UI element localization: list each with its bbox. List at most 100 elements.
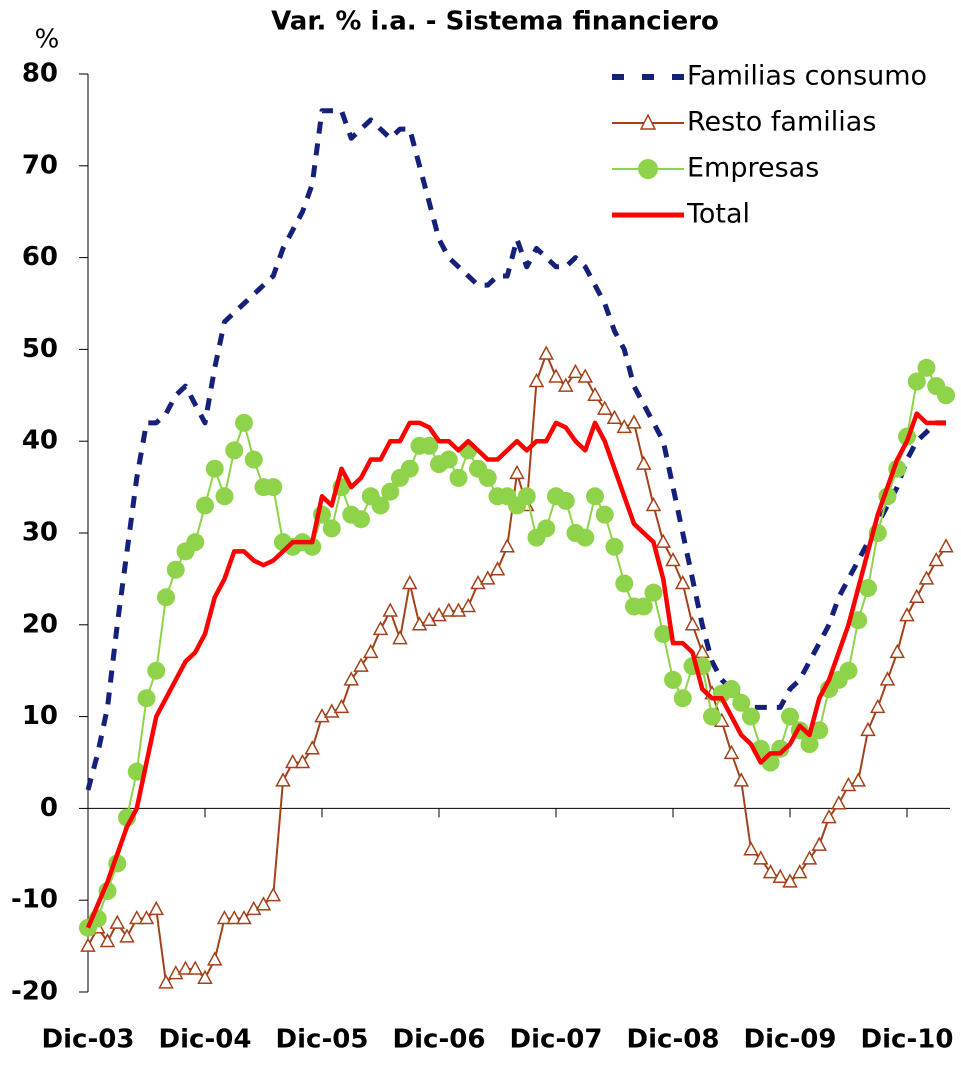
point-marker bbox=[781, 707, 799, 726]
x-tick-label: Dic-06 bbox=[393, 1025, 486, 1055]
point-marker bbox=[517, 487, 536, 506]
point-marker bbox=[938, 538, 954, 553]
point-marker bbox=[752, 850, 769, 865]
chart-title: Var. % i.a. - Sistema financiero bbox=[271, 7, 719, 37]
point-marker bbox=[782, 873, 798, 888]
y-tick-label: 60 bbox=[22, 242, 58, 272]
point-marker bbox=[499, 538, 516, 553]
y-tick-label: -20 bbox=[11, 977, 58, 1007]
point-marker bbox=[401, 574, 418, 590]
point-marker bbox=[634, 597, 653, 616]
legend-label: Empresas bbox=[687, 153, 819, 184]
point-marker bbox=[127, 762, 146, 781]
x-tick-label: Dic-10 bbox=[861, 1025, 954, 1055]
point-marker bbox=[595, 505, 614, 524]
point-marker bbox=[645, 496, 662, 512]
point-marker bbox=[762, 864, 779, 879]
y-tick-label: 20 bbox=[22, 609, 58, 639]
point-marker bbox=[362, 643, 379, 659]
point-marker bbox=[420, 436, 439, 455]
y-tick-label: 40 bbox=[22, 426, 58, 456]
point-marker bbox=[371, 496, 390, 515]
point-marker bbox=[275, 772, 291, 787]
point-marker bbox=[449, 468, 468, 487]
y-tick-label: 70 bbox=[22, 150, 58, 180]
point-marker bbox=[255, 896, 272, 911]
point-marker bbox=[626, 414, 642, 429]
point-marker bbox=[244, 450, 263, 469]
point-marker bbox=[157, 588, 175, 607]
point-marker bbox=[654, 624, 673, 643]
point-marker bbox=[216, 909, 233, 925]
point-marker bbox=[158, 974, 174, 989]
point-marker bbox=[606, 409, 623, 424]
point-marker bbox=[235, 413, 253, 432]
point-marker bbox=[489, 561, 506, 576]
point-marker bbox=[772, 868, 789, 883]
point-marker bbox=[294, 753, 311, 769]
y-tick-label: 0 bbox=[40, 793, 58, 823]
point-marker bbox=[860, 721, 876, 737]
point-marker bbox=[869, 698, 886, 714]
point-marker bbox=[343, 671, 360, 686]
point-marker bbox=[440, 602, 457, 617]
legend-label: Total bbox=[686, 199, 750, 230]
point-marker bbox=[615, 574, 634, 593]
point-marker bbox=[587, 386, 603, 402]
point-marker bbox=[215, 487, 234, 506]
x-tick-label: Dic-04 bbox=[159, 1025, 252, 1055]
point-marker bbox=[664, 670, 682, 689]
point-marker bbox=[372, 620, 389, 636]
point-marker bbox=[538, 345, 555, 360]
point-marker bbox=[557, 377, 574, 392]
y-tick-label: 80 bbox=[22, 59, 58, 89]
point-marker bbox=[479, 570, 496, 585]
point-marker bbox=[137, 689, 156, 708]
point-marker bbox=[665, 551, 681, 567]
point-marker bbox=[928, 551, 945, 567]
point-marker bbox=[528, 372, 545, 388]
point-marker bbox=[576, 528, 595, 547]
series-line bbox=[85, 411, 946, 929]
series-line bbox=[85, 108, 946, 791]
point-marker bbox=[644, 583, 663, 602]
point-marker bbox=[392, 629, 408, 645]
legend-label: Familias consumo bbox=[687, 61, 927, 92]
x-tick-label: Dic-03 bbox=[42, 1025, 135, 1055]
point-marker bbox=[556, 491, 575, 510]
point-marker bbox=[205, 459, 224, 478]
point-marker bbox=[166, 560, 185, 579]
y-tick-label: 10 bbox=[22, 701, 58, 731]
y-tick-label: 50 bbox=[22, 334, 58, 364]
point-marker bbox=[460, 597, 477, 613]
point-marker bbox=[352, 510, 370, 529]
point-marker bbox=[80, 937, 96, 952]
point-marker bbox=[723, 744, 740, 760]
point-marker bbox=[148, 900, 165, 916]
point-marker bbox=[333, 698, 350, 714]
point-marker bbox=[400, 459, 419, 478]
point-marker bbox=[206, 951, 223, 966]
point-marker bbox=[733, 772, 750, 787]
point-marker bbox=[849, 611, 868, 630]
point-marker bbox=[381, 482, 400, 501]
point-marker bbox=[801, 850, 818, 865]
point-marker bbox=[304, 740, 321, 755]
point-marker bbox=[917, 358, 936, 377]
y-tick-label: -10 bbox=[11, 885, 58, 915]
point-marker bbox=[147, 661, 166, 680]
x-tick-label: Dic-07 bbox=[510, 1025, 603, 1055]
point-marker bbox=[138, 909, 155, 925]
point-marker bbox=[810, 721, 829, 740]
point-marker bbox=[586, 487, 604, 506]
point-marker bbox=[264, 478, 283, 497]
point-marker bbox=[197, 969, 213, 984]
point-marker bbox=[859, 579, 877, 598]
point-marker bbox=[791, 864, 808, 879]
point-marker bbox=[128, 909, 145, 925]
point-marker bbox=[226, 909, 243, 925]
point-marker bbox=[509, 464, 525, 480]
point-marker bbox=[811, 836, 828, 851]
point-marker bbox=[382, 602, 399, 617]
